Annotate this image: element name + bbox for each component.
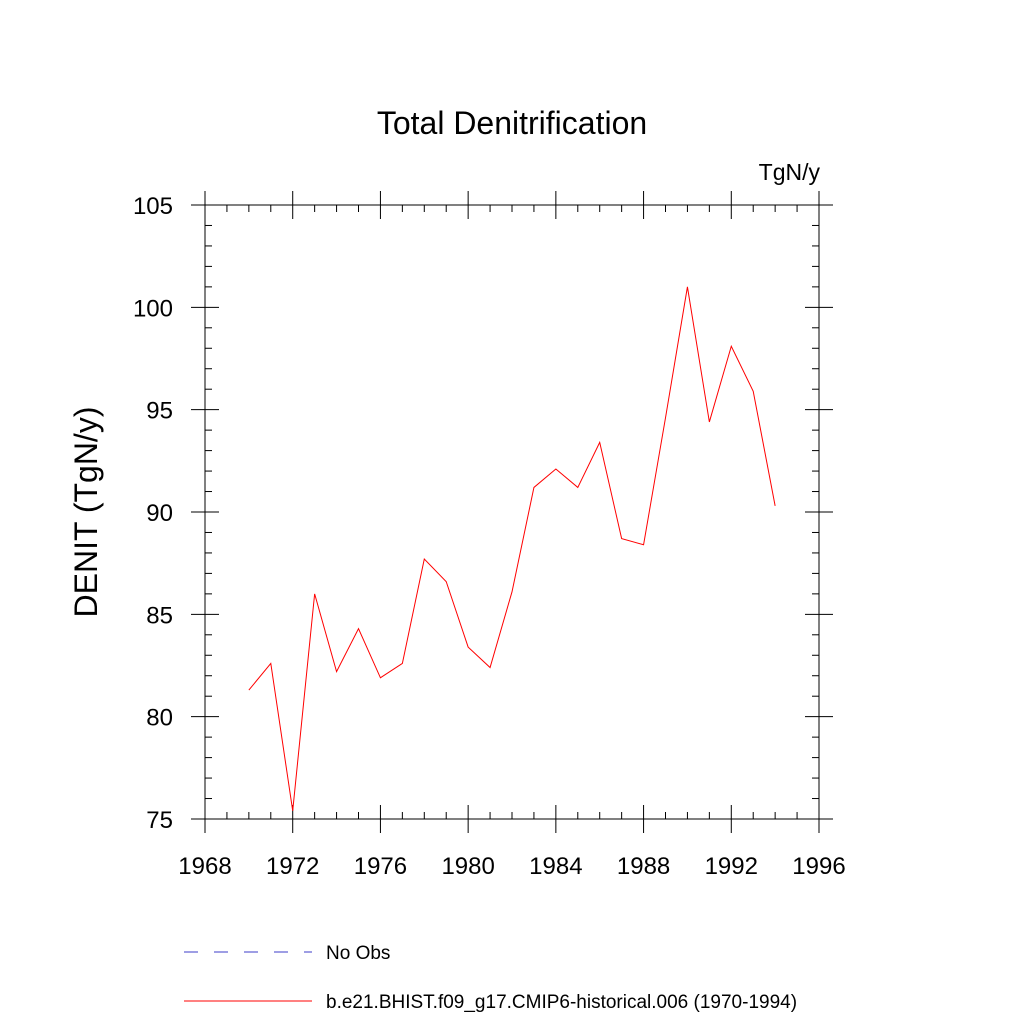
- x-tick-label: 1984: [529, 853, 582, 880]
- y-tick-label: 90: [146, 500, 173, 527]
- legend-label-historical: b.e21.BHIST.f09_g17.CMIP6-historical.006…: [326, 992, 797, 1013]
- series-line-0: [248, 286, 776, 811]
- x-tick-label: 1976: [354, 853, 407, 880]
- series-layer: [248, 286, 776, 811]
- legend: No Obs b.e21.BHIST.f09_g17.CMIP6-histori…: [184, 943, 797, 1013]
- y-tick-label: 80: [146, 705, 173, 732]
- y-tick-label: 95: [146, 398, 173, 425]
- x-tick-label: 1980: [441, 853, 494, 880]
- y-tick-label: 105: [133, 193, 173, 220]
- legend-label-no-obs: No Obs: [326, 943, 390, 964]
- x-tick-label: 1992: [705, 853, 758, 880]
- y-axis-label: DENIT (TgN/y): [68, 407, 104, 618]
- x-tick-label: 1996: [792, 853, 845, 880]
- y-tick-label: 75: [146, 807, 173, 834]
- plot-frame: [204, 204, 820, 820]
- plot-border: [204, 204, 820, 820]
- units-label: TgN/y: [759, 159, 821, 185]
- x-tick-label: 1968: [178, 853, 231, 880]
- x-tick-label: 1972: [266, 853, 319, 880]
- y-tick-label: 85: [146, 602, 173, 629]
- x-tick-label: 1988: [617, 853, 670, 880]
- axis-ticks: 1968 1972 1976 1980 1984 1988 1992 1996 75 80 85 90…: [133, 191, 846, 880]
- chart-title: Total Denitrification: [377, 105, 647, 141]
- y-tick-label: 100: [133, 295, 173, 322]
